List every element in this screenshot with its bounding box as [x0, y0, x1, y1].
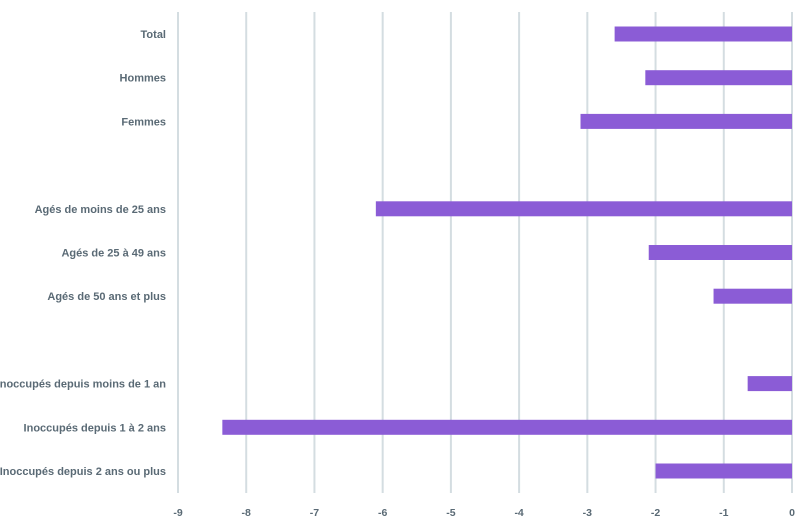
- x-tick-label: -7: [310, 507, 319, 519]
- bar: [655, 463, 792, 479]
- category-labels: Total Hommes Femmes Agés de moins de 25 ans…: [0, 29, 166, 478]
- bar: [580, 113, 792, 129]
- x-tick-label: -3: [583, 507, 592, 519]
- category-label: Inoccupés depuis 2 ans ou plus: [0, 466, 166, 478]
- x-tick-label: -5: [446, 507, 455, 519]
- x-tick-label: -9: [173, 507, 182, 519]
- bar: [713, 288, 792, 304]
- x-tick-label: -2: [651, 507, 660, 519]
- x-tick-label: -1: [719, 507, 728, 519]
- x-tick-label: -6: [378, 507, 387, 519]
- bar: [645, 70, 792, 86]
- x-axis-ticks: -9 -8 -7 -6 -5 -4 -3 -2 -1 0: [173, 507, 795, 519]
- category-label: Hommes: [120, 73, 166, 85]
- category-label: Femmes: [121, 116, 166, 128]
- category-label: Agés de 50 ans et plus: [47, 291, 166, 303]
- bar: [747, 376, 792, 392]
- category-label: Inoccupés depuis moins de 1 an: [0, 379, 166, 391]
- bar: [222, 419, 792, 435]
- bar: [648, 245, 792, 260]
- bars: [222, 26, 792, 479]
- bar: [614, 26, 792, 42]
- x-tick-label: -8: [242, 507, 251, 519]
- category-label: Agés de 25 à 49 ans: [61, 248, 166, 260]
- bar: [375, 201, 792, 217]
- category-label: Inoccupés depuis 1 à 2 ans: [24, 422, 166, 434]
- category-label: Total: [141, 29, 166, 41]
- category-label: Agés de moins de 25 ans: [35, 204, 166, 216]
- x-tick-label: 0: [789, 507, 795, 519]
- x-tick-label: -4: [514, 507, 523, 519]
